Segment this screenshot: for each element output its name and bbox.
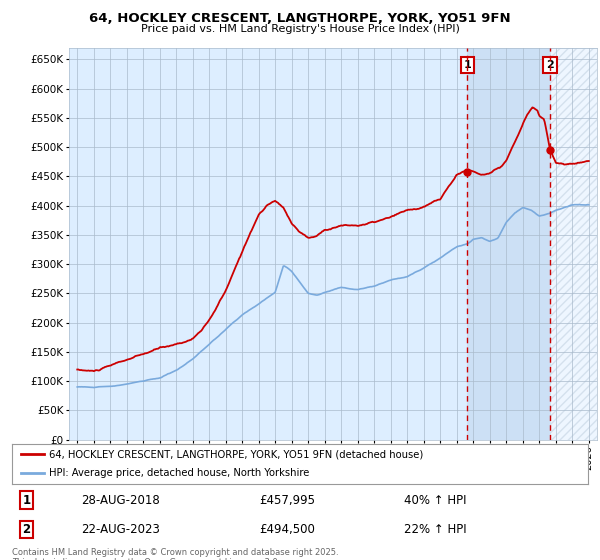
Text: HPI: Average price, detached house, North Yorkshire: HPI: Average price, detached house, Nort… [49,468,310,478]
Text: 40% ↑ HPI: 40% ↑ HPI [404,493,466,507]
Text: £494,500: £494,500 [260,523,316,536]
Text: 28-AUG-2018: 28-AUG-2018 [81,493,160,507]
Text: 22-AUG-2023: 22-AUG-2023 [81,523,160,536]
Bar [550,48,597,440]
Text: 2: 2 [22,523,31,536]
Text: 1: 1 [464,60,472,70]
Text: 1: 1 [22,493,31,507]
Text: Price paid vs. HM Land Registry's House Price Index (HPI): Price paid vs. HM Land Registry's House … [140,24,460,34]
Text: 2: 2 [546,60,554,70]
Text: 22% ↑ HPI: 22% ↑ HPI [404,523,466,536]
Text: 64, HOCKLEY CRESCENT, LANGTHORPE, YORK, YO51 9FN: 64, HOCKLEY CRESCENT, LANGTHORPE, YORK, … [89,12,511,25]
Text: Contains HM Land Registry data © Crown copyright and database right 2025.
This d: Contains HM Land Registry data © Crown c… [12,548,338,560]
Text: 64, HOCKLEY CRESCENT, LANGTHORPE, YORK, YO51 9FN (detached house): 64, HOCKLEY CRESCENT, LANGTHORPE, YORK, … [49,449,424,459]
Text: £457,995: £457,995 [260,493,316,507]
Bar [467,48,550,440]
